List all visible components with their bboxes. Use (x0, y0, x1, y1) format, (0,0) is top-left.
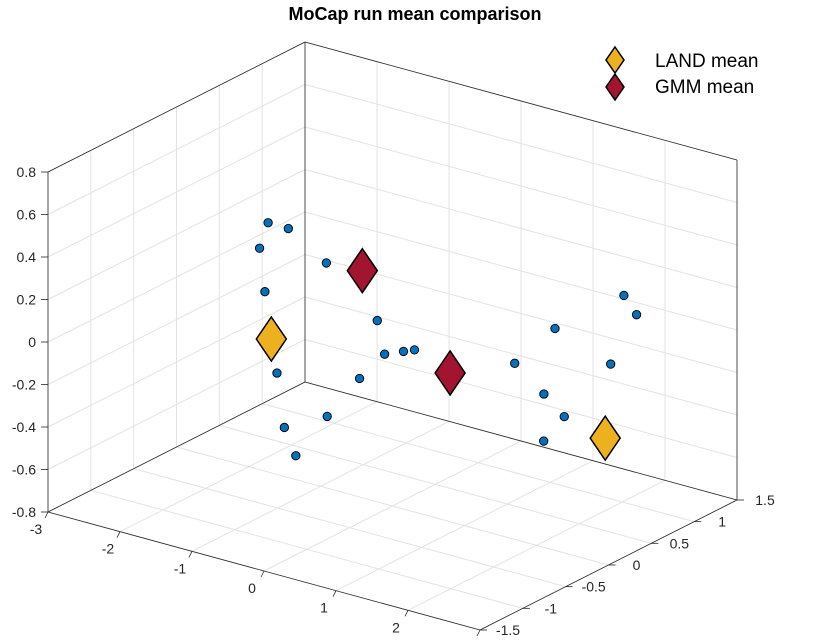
land-mean-marker (589, 414, 622, 462)
z-tick-label: -0.4 (12, 419, 36, 435)
x-tick-mark (332, 590, 337, 597)
z-tick-label: 0.8 (17, 164, 37, 180)
z-tick-label: 0.2 (17, 292, 37, 308)
y-tick-label: 0 (633, 557, 641, 573)
y-tick-label: -1.5 (496, 622, 520, 638)
axis-edge (47, 41, 306, 173)
grid-line-y-floor (90, 489, 523, 609)
data-point (354, 373, 365, 384)
grid-line-z-back (304, 84, 738, 203)
data-points (254, 218, 642, 461)
axis-edge (304, 41, 738, 161)
data-point (550, 323, 560, 334)
data-point (321, 258, 332, 268)
data-point (372, 315, 382, 326)
data-point (272, 368, 282, 378)
data-point (539, 389, 549, 399)
y-tick-label: 1 (718, 514, 726, 530)
grid-line-z-side (47, 339, 306, 470)
x-tick-label: 0 (248, 580, 256, 596)
tick-labels: -3-2-10123-1.5-1-0.500.511.5-0.8-0.6-0.4… (12, 164, 775, 640)
axis-edge (304, 381, 738, 501)
y-tick-label: -0.5 (582, 579, 606, 595)
y-tick-label: -1 (545, 600, 558, 616)
x-tick-label: 1 (320, 600, 328, 616)
data-point (409, 345, 420, 355)
chart-title: MoCap run mean comparison (288, 4, 541, 24)
data-point (260, 287, 270, 297)
axis-edge (47, 381, 306, 513)
z-tick-label: 0 (28, 334, 36, 350)
axes-box (47, 41, 738, 631)
grid-lines (47, 41, 738, 631)
grid-line-z-back (304, 254, 738, 373)
data-point (263, 218, 273, 228)
x-tick-mark (260, 570, 265, 578)
x-tick-label: -3 (30, 521, 43, 537)
grid-line-z-side (47, 126, 306, 258)
z-tick-label: 0.6 (17, 207, 37, 223)
legend-land-mean-label: LAND mean (655, 51, 759, 72)
x-tick-mark (188, 551, 193, 558)
x-tick-label: 2 (392, 619, 400, 635)
grid-line-z-side (47, 84, 306, 215)
x-tick-mark (44, 511, 49, 519)
x-tick-mark (476, 629, 481, 637)
legend: LAND mean GMM mean (595, 42, 805, 102)
data-point (631, 310, 642, 320)
grid-line-y-floor (262, 403, 695, 523)
data-point (279, 422, 289, 433)
data-point (322, 411, 332, 422)
grid-line-z-back (304, 211, 738, 331)
grid-line-z-side (47, 211, 306, 343)
data-point (559, 411, 569, 422)
grid-line-y-floor (219, 424, 652, 544)
grid-line-z-side (47, 296, 306, 428)
x-tick-label: -1 (174, 560, 187, 576)
z-tick-label: -0.8 (12, 504, 36, 520)
legend-gmm-mean-marker (605, 72, 625, 102)
grid-line-z-back (304, 169, 738, 288)
data-point (283, 223, 293, 234)
data-point (619, 290, 629, 301)
legend-gmm-mean-label: GMM mean (655, 77, 754, 98)
data-point (254, 243, 265, 253)
x-tick-mark (404, 610, 409, 617)
gmm-mean-marker (434, 349, 467, 397)
grid-line-z-side (47, 169, 306, 300)
grid-line-y-floor (133, 468, 566, 588)
data-point (379, 349, 390, 359)
data-point (606, 359, 616, 369)
grid-line-z-back (304, 339, 738, 458)
data-point (510, 358, 520, 368)
data-point (539, 436, 549, 446)
data-point (291, 451, 301, 461)
mean-markers (255, 247, 622, 462)
x-tick-mark (116, 531, 121, 538)
x-tick-label: -2 (102, 541, 115, 557)
y-tick-label: 0.5 (670, 535, 690, 551)
grid-line-z-side (47, 254, 306, 385)
grid-line-y-floor (176, 446, 609, 566)
legend-background (595, 42, 805, 102)
grid-line-z-back (304, 126, 738, 246)
z-tick-label: -0.6 (12, 462, 36, 478)
y-tick-label: 1.5 (755, 492, 775, 508)
land-mean-marker (255, 315, 288, 363)
z-tick-label: -0.2 (12, 377, 36, 393)
gmm-mean-marker (346, 247, 379, 295)
data-point (398, 346, 409, 357)
z-tick-label: 0.4 (17, 249, 37, 265)
